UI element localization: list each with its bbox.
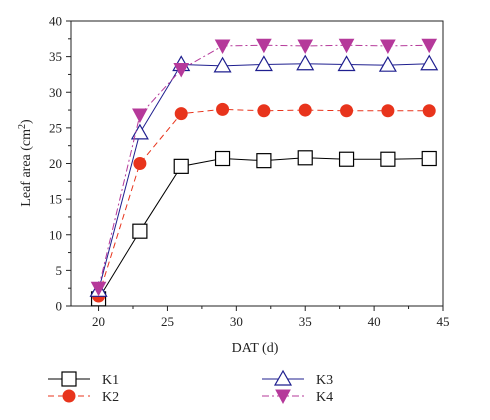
legend-marker <box>62 389 76 403</box>
series-line-k3 <box>98 63 430 291</box>
data-point-k1 <box>173 158 189 174</box>
y-axis-label-suffix: ) <box>19 119 34 124</box>
legend-item-k3: K3 <box>262 369 333 388</box>
series-k2 <box>92 102 436 303</box>
x-tick-label: 30 <box>230 314 243 329</box>
data-point-k1 <box>132 223 148 239</box>
data-point-k3 <box>296 54 315 71</box>
data-point-k3 <box>420 54 439 71</box>
y-axis-label-sup: 2 <box>17 124 28 129</box>
data-point-k3 <box>254 55 273 72</box>
series-k3 <box>89 54 439 297</box>
legend: K1 K2 K3 K4 <box>48 369 333 405</box>
legend-item-k4: K4 <box>262 389 333 405</box>
y-tick-label: 5 <box>56 263 63 278</box>
y-tick-label: 40 <box>49 14 62 29</box>
data-point-k4 <box>256 38 272 54</box>
data-point-k4 <box>214 39 231 54</box>
data-point-k4 <box>90 281 107 297</box>
y-axis-label-main: Leaf area (cm <box>19 129 34 207</box>
y-tick-label: 30 <box>49 85 62 100</box>
data-point-k2 <box>133 157 147 170</box>
legend-label: K3 <box>316 373 333 388</box>
data-point-k1 <box>380 151 396 167</box>
series-line-k2 <box>98 108 430 297</box>
x-tick-label: 45 <box>437 314 450 329</box>
y-tick-label: 35 <box>49 49 62 64</box>
y-tick-label: 10 <box>49 227 62 242</box>
legend-item-k2: K2 <box>48 389 119 405</box>
axes: 20 25 30 35 40 45 0 5 10 15 20 25 30 35 40 <box>49 14 450 330</box>
legend-marker <box>275 389 291 405</box>
y-tick-label: 0 <box>56 299 63 314</box>
y-tick-label: 25 <box>49 120 62 135</box>
y-axis-label: Leaf area (cm2) <box>17 119 34 207</box>
data-point-k1 <box>338 151 355 167</box>
series-k1 <box>90 150 437 307</box>
data-point-k4 <box>297 39 314 54</box>
data-point-k4 <box>338 38 355 54</box>
data-point-k1 <box>421 150 437 167</box>
series-line-k1 <box>98 157 430 300</box>
x-tick-label: 40 <box>368 314 381 329</box>
series-line-k4 <box>98 44 430 289</box>
data-point-k3 <box>213 56 232 73</box>
y-tick-label: 20 <box>49 156 62 171</box>
data-point-k1 <box>297 150 313 166</box>
data-point-k4 <box>173 62 190 78</box>
y-tick-label: 15 <box>49 192 62 207</box>
data-point-k2 <box>174 107 188 121</box>
data-point-k1 <box>214 150 231 167</box>
data-point-k4 <box>132 108 148 124</box>
data-point-k2 <box>216 102 230 116</box>
x-tick-label: 35 <box>299 314 312 329</box>
series-k4 <box>90 38 438 297</box>
data-point-k3 <box>337 55 356 72</box>
legend-marker <box>273 369 293 386</box>
legend-label: K2 <box>102 390 119 405</box>
data-point-k4 <box>380 39 396 54</box>
x-tick-label: 20 <box>92 314 105 329</box>
legend-item-k1: K1 <box>48 371 119 388</box>
data-point-k2 <box>340 104 354 118</box>
data-point-k2 <box>298 103 312 117</box>
data-point-k2 <box>257 104 271 118</box>
x-tick-label: 25 <box>161 314 174 329</box>
data-point-k1 <box>256 153 272 169</box>
data-point-k2 <box>422 104 436 118</box>
data-point-k3 <box>378 55 397 72</box>
data-point-k2 <box>381 104 395 118</box>
x-axis-label: DAT (d) <box>232 341 279 356</box>
legend-label: K1 <box>102 373 119 388</box>
legend-label: K4 <box>316 390 333 405</box>
legend-marker <box>61 371 77 387</box>
data-point-k4 <box>421 38 438 54</box>
series-layer <box>89 38 439 307</box>
